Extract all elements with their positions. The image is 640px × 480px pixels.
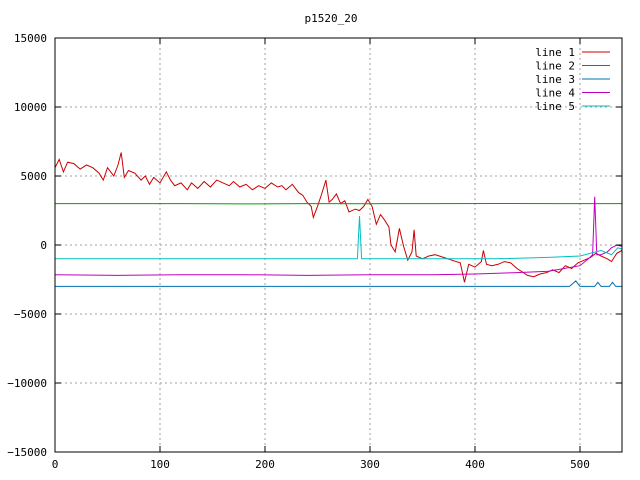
series-line-1	[54, 152, 623, 283]
series-layer	[54, 152, 623, 287]
x-tick-label: 0	[52, 458, 59, 471]
legend-label: line 4	[535, 87, 575, 100]
grid-lines	[55, 38, 622, 452]
chart-title: p1520_20	[305, 12, 358, 25]
y-tick-label: 5000	[21, 170, 48, 183]
legend-label: line 3	[535, 73, 575, 86]
y-tick-label: −10000	[7, 377, 47, 390]
legend-label: line 1	[535, 46, 575, 59]
series-line-3	[55, 280, 622, 287]
x-tick-label: 100	[150, 458, 170, 471]
y-tick-label: −5000	[14, 308, 47, 321]
x-tick-label: 200	[255, 458, 275, 471]
x-tick-label: 300	[360, 458, 380, 471]
x-tick-label: 400	[465, 458, 485, 471]
y-tick-label: 15000	[14, 32, 47, 45]
y-tick-label: −15000	[7, 446, 47, 459]
y-tick-label: 0	[40, 239, 47, 252]
series-line-5	[55, 215, 623, 260]
legend-label: line 2	[535, 60, 575, 73]
series-line-4	[54, 196, 623, 276]
legend-label: line 5	[535, 100, 575, 113]
y-tick-label: 10000	[14, 101, 47, 114]
axis-ticks: 0 100 200 300 400 500 −15000 −10000 −5000 0 5000 10…	[7, 32, 622, 471]
x-tick-label: 500	[570, 458, 590, 471]
